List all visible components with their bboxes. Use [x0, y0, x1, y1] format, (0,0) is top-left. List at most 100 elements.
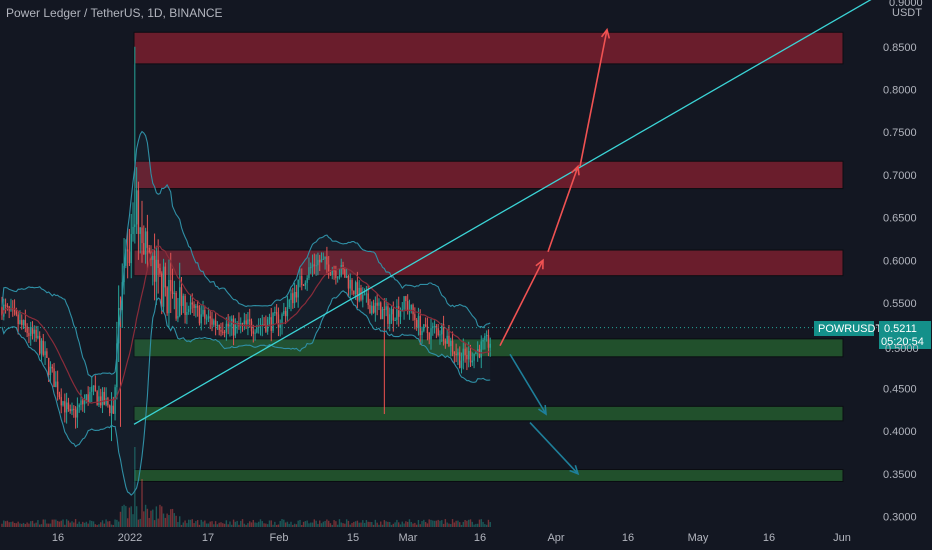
- volume-bar: [98, 524, 100, 527]
- candle-body: [349, 279, 351, 289]
- volume-bar: [374, 519, 377, 527]
- volume-bar: [30, 521, 32, 527]
- volume-bar: [134, 447, 136, 527]
- volume-bar: [405, 521, 407, 527]
- volume-bar: [82, 521, 84, 527]
- volume-bar: [274, 521, 276, 527]
- candle-body: [211, 318, 213, 325]
- candle-body: [468, 350, 470, 360]
- volume-bar: [419, 524, 421, 527]
- candle-body: [193, 304, 195, 308]
- candle-body: [473, 353, 475, 361]
- volume-bar: [268, 520, 271, 527]
- candle-body: [207, 316, 210, 319]
- volume-bar: [455, 520, 457, 527]
- candle-body: [6, 305, 9, 307]
- candle-body: [464, 348, 466, 355]
- candle-body: [453, 351, 456, 354]
- candle-body: [335, 270, 337, 279]
- candle-body: [200, 314, 202, 324]
- volume-bar: [166, 513, 168, 527]
- volume-bar: [292, 524, 294, 527]
- candle-body: [471, 360, 473, 363]
- resistance-zone-3: [133, 249, 844, 277]
- volume-bar: [335, 521, 337, 527]
- volume-bar: [218, 522, 220, 527]
- candle-body: [31, 326, 34, 334]
- price-tag-countdown: 05:20:54: [881, 336, 924, 348]
- volume-bar: [480, 519, 482, 527]
- candle-body: [58, 394, 61, 398]
- volume-bar: [100, 522, 102, 527]
- time-tick: Jun: [833, 532, 851, 544]
- volume-bar: [347, 520, 350, 527]
- volume-bar: [256, 522, 258, 527]
- candle-body: [399, 309, 402, 317]
- volume-bar: [10, 521, 12, 527]
- bollinger-fill: [2, 131, 491, 496]
- candle-body: [290, 293, 292, 300]
- candle-body: [15, 311, 18, 315]
- candle-body: [229, 324, 231, 327]
- candle-body: [292, 293, 294, 304]
- candle-body: [319, 259, 321, 263]
- volume-bar: [247, 523, 249, 527]
- volume-bar: [15, 523, 18, 527]
- volume-bar: [103, 523, 106, 527]
- volume-bar: [89, 520, 91, 527]
- volume-bar: [401, 521, 403, 527]
- moving-average: [1, 245, 491, 404]
- volume-bar: [249, 521, 251, 527]
- candle-body: [482, 339, 484, 342]
- candle-body: [272, 312, 274, 331]
- candle-body: [367, 293, 369, 306]
- candle-body: [73, 408, 75, 410]
- volume-bar: [403, 523, 405, 527]
- candle-body: [457, 352, 459, 355]
- time-tick: 15: [347, 532, 359, 544]
- candle-body: [385, 306, 387, 310]
- price-tick: 0.7000: [883, 170, 917, 182]
- volume-bar: [257, 521, 260, 527]
- support-zone-3: [133, 469, 844, 482]
- candle-body: [135, 190, 138, 225]
- candle-body: [406, 301, 409, 311]
- candle-body: [49, 366, 52, 376]
- volume-bar: [349, 524, 351, 527]
- volume-bar: [26, 522, 28, 527]
- volume-bar: [263, 523, 265, 527]
- volume-bar: [229, 521, 231, 527]
- candle-body: [205, 318, 208, 320]
- candle-body: [213, 320, 215, 325]
- candle-body: [85, 394, 88, 401]
- candle-body: [336, 277, 339, 279]
- chart-title: Power Ledger / TetherUS, 1D, BINANCE: [6, 6, 223, 20]
- time-tick: Apr: [547, 532, 564, 544]
- candle-body: [313, 264, 316, 266]
- volume-bar: [73, 522, 75, 527]
- candle-body: [394, 319, 396, 321]
- candle-body: [275, 312, 278, 315]
- candle-body: [4, 304, 7, 306]
- candle-body: [175, 292, 177, 319]
- candle-body: [225, 323, 228, 333]
- volume-bar: [171, 508, 174, 527]
- candle-body: [381, 309, 384, 320]
- volume-bar: [91, 520, 93, 527]
- candle-body: [96, 391, 98, 405]
- candle-body: [356, 282, 359, 301]
- price-axis: [877, 0, 932, 550]
- volume-bar: [306, 520, 308, 527]
- candle-body: [141, 227, 143, 244]
- price-tick: 0.8000: [883, 85, 917, 97]
- candle-body: [254, 332, 256, 334]
- candle-body: [155, 259, 158, 282]
- volume-bar: [179, 516, 181, 527]
- candle-body: [100, 396, 102, 406]
- candle-body: [182, 295, 184, 306]
- volume-bar: [441, 520, 443, 527]
- volume-bar: [157, 518, 159, 527]
- volume-bar: [49, 523, 52, 527]
- volume-bar: [195, 521, 197, 527]
